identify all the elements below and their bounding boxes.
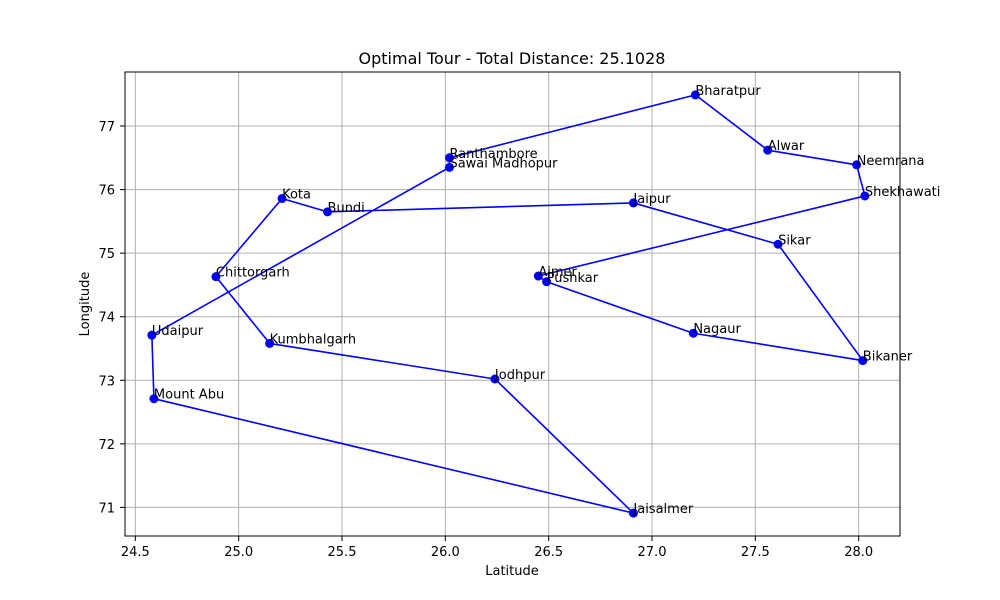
- city-label: Bikaner: [863, 350, 913, 365]
- tour-segment: [151, 335, 155, 399]
- tour-segment: [767, 149, 857, 166]
- y-tick-label: 72: [98, 438, 115, 453]
- city-point: [628, 508, 638, 518]
- city-label: Pushkar: [547, 271, 599, 286]
- city-label: Nagaur: [693, 322, 741, 337]
- city-label: Kumbhalgarh: [270, 332, 356, 347]
- city-label: Bharatpur: [695, 84, 761, 99]
- tour-segment: [281, 197, 328, 213]
- city-point: [265, 338, 275, 348]
- x-tick-label: 26.0: [431, 545, 460, 560]
- city-label: Sawai Madhopur: [449, 156, 558, 171]
- city-point: [773, 239, 783, 249]
- city-label: Neemrana: [857, 154, 925, 169]
- y-tick-label: 71: [98, 501, 115, 516]
- tour-segment: [215, 276, 271, 344]
- y-tick-label: 77: [98, 120, 115, 135]
- y-axis-label: Longitude: [78, 272, 93, 337]
- tour-segment: [449, 94, 696, 159]
- city-point: [763, 145, 773, 155]
- x-tick-label: 28.0: [844, 545, 873, 560]
- city-point: [860, 191, 870, 201]
- city-point: [147, 330, 157, 340]
- city-points: [147, 90, 870, 518]
- city-label: Mount Abu: [154, 388, 224, 403]
- y-tick-label: 73: [98, 374, 115, 389]
- y-tick-label: 75: [98, 247, 115, 262]
- city-label: Ajmer: [538, 265, 577, 280]
- city-label: Chittorgarh: [216, 266, 290, 281]
- city-point: [852, 160, 862, 170]
- tour-series: [151, 94, 866, 514]
- city-point: [628, 198, 638, 208]
- tour-segment: [327, 202, 634, 213]
- x-tick-label: 26.5: [534, 545, 563, 560]
- x-tick-label: 24.5: [121, 545, 150, 560]
- y-tick-label: 76: [98, 184, 115, 199]
- city-label: Jaipur: [632, 192, 671, 207]
- city-point: [444, 162, 454, 172]
- tour-segment: [151, 166, 450, 336]
- x-tick-label: 25.5: [328, 545, 357, 560]
- y-tick-label: 74: [98, 311, 115, 326]
- x-tick-label: 27.5: [741, 545, 770, 560]
- tour-segment: [269, 342, 496, 380]
- chart-title: Optimal Tour - Total Distance: 25.1028: [359, 49, 666, 68]
- city-point: [323, 207, 333, 217]
- tour-segment: [694, 94, 769, 151]
- tour-segment: [855, 164, 866, 197]
- x-axis-ticks: 24.5 25.0 25.5 26.0 26.5 27.0 27.5 28.0: [121, 536, 873, 560]
- tour-segment: [693, 332, 863, 362]
- city-label: Ranthambore: [449, 147, 537, 162]
- city-point: [542, 277, 552, 287]
- city-label: Kota: [282, 187, 311, 202]
- tour-segment: [538, 195, 866, 277]
- city-point: [858, 356, 868, 366]
- city-point: [277, 193, 287, 203]
- tour-segment: [215, 197, 283, 278]
- city-label: Udaipur: [152, 324, 204, 339]
- tour-segment: [546, 280, 694, 334]
- city-label: Alwar: [768, 139, 805, 154]
- city-label: Jaisalmer: [632, 502, 693, 517]
- plot-frame: [124, 71, 901, 537]
- city-point: [490, 374, 500, 384]
- city-point: [690, 90, 700, 100]
- city-point: [149, 394, 159, 404]
- x-axis-label: Latitude: [485, 564, 539, 579]
- city-label: Bundi: [328, 201, 365, 216]
- city-point: [688, 328, 698, 338]
- city-label: Shekhawati: [865, 185, 941, 200]
- x-tick-label: 27.0: [638, 545, 667, 560]
- tour-segment: [153, 397, 634, 514]
- city-label: Jodhpur: [494, 368, 546, 383]
- tour-segment: [494, 378, 634, 514]
- tour-segment: [633, 202, 779, 246]
- grid: [125, 72, 900, 536]
- city-label: Sikar: [778, 233, 811, 248]
- city-point: [211, 272, 221, 282]
- y-axis-ticks: 71 72 73 74 75 76 77: [98, 120, 125, 516]
- city-labels: Bharatpur Alwar Neemrana Shekhawati AjmerPus…: [152, 84, 941, 517]
- tour-segment: [777, 243, 864, 362]
- x-tick-label: 25.0: [224, 545, 253, 560]
- city-point: [533, 271, 543, 281]
- city-point: [444, 153, 454, 163]
